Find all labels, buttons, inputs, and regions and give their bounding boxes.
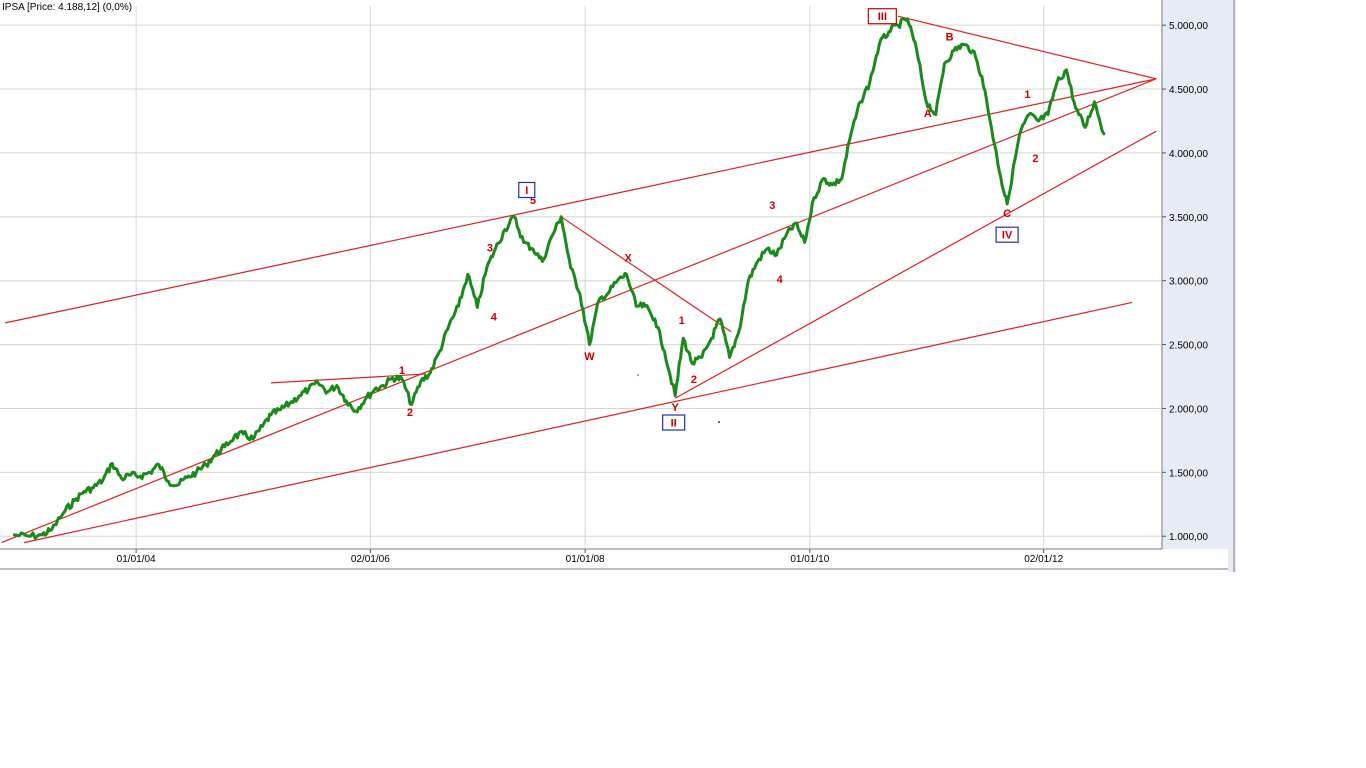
wave-label: 4 bbox=[777, 274, 784, 286]
right-scrollbar-strip bbox=[1228, 0, 1236, 572]
right-panel-background bbox=[1162, 0, 1228, 549]
wave-label: X bbox=[625, 253, 633, 265]
wave-box bbox=[867, 8, 897, 25]
wave-box-label: II bbox=[671, 418, 677, 430]
price-chart: 12345WX12Y345ABC12IIIIIIIV 1.000,001.500… bbox=[0, 0, 1236, 572]
x-tick-label: 01/01/08 bbox=[566, 554, 605, 565]
wave-label: B bbox=[946, 31, 954, 43]
wave-label: A bbox=[924, 108, 932, 120]
trend-lines bbox=[1, 15, 1157, 544]
y-tick-label: 3.500,00 bbox=[1169, 213, 1208, 224]
chart-area: 12345WX12Y345ABC12IIIIIIIV 1.000,001.500… bbox=[0, 0, 1236, 572]
wave-label: W bbox=[584, 351, 595, 363]
x-tick-label: 01/01/04 bbox=[117, 554, 156, 565]
wave-label: 1 bbox=[1024, 89, 1030, 101]
wave-labels: 12345WX12Y345ABC12IIIIIIIV bbox=[399, 8, 1038, 431]
y-tick-label: 1.500,00 bbox=[1169, 468, 1208, 479]
wave-label: 5 bbox=[530, 195, 536, 207]
trend-line bbox=[560, 216, 732, 333]
y-tick-label: 4.500,00 bbox=[1169, 85, 1208, 96]
x-tick-label: 02/01/12 bbox=[1024, 554, 1063, 565]
y-tick-label: 3.000,00 bbox=[1169, 277, 1208, 288]
trend-line bbox=[1, 78, 1157, 544]
x-tick-label: 01/01/10 bbox=[790, 554, 829, 565]
wave-box-label: I bbox=[525, 185, 528, 197]
wave-label: 2 bbox=[691, 374, 697, 386]
trend-line bbox=[897, 15, 1157, 80]
wave-label: 1 bbox=[679, 315, 685, 327]
wave-label: 1 bbox=[399, 365, 405, 377]
wave-label: Y bbox=[672, 402, 680, 414]
x-tick-label: 02/01/06 bbox=[351, 554, 390, 565]
wave-box bbox=[995, 226, 1019, 243]
y-tick-label: 1.000,00 bbox=[1169, 532, 1208, 543]
wave-box-label: III bbox=[878, 11, 887, 23]
axis-ticks: 1.000,00 1.500,00 2.000,00 2.500,00 3.000,00… bbox=[117, 21, 1209, 565]
grid-layer bbox=[0, 6, 1162, 549]
y-tick-label: 2.500,00 bbox=[1169, 341, 1208, 352]
wave-label: 3 bbox=[487, 242, 493, 254]
price-series bbox=[12, 17, 1106, 540]
price-line bbox=[12, 17, 1106, 540]
x-axis-band bbox=[0, 549, 1228, 569]
wave-box bbox=[662, 414, 686, 431]
wave-label: 2 bbox=[1032, 153, 1038, 165]
trend-line bbox=[674, 130, 1157, 399]
wave-label: 4 bbox=[491, 311, 498, 323]
plot-background bbox=[0, 0, 1162, 549]
y-tick-label: 2.000,00 bbox=[1169, 404, 1208, 415]
wave-box-label: IV bbox=[1002, 230, 1013, 242]
y-tick-label: 4.000,00 bbox=[1169, 149, 1208, 160]
chart-header-title: IPSA [Price: 4.188,12] (0,0%) bbox=[2, 2, 133, 13]
wave-box bbox=[518, 181, 536, 199]
trend-line bbox=[23, 301, 1133, 544]
wave-label: C bbox=[1003, 208, 1011, 220]
trend-line bbox=[5, 78, 1157, 324]
stray-dot-red bbox=[637, 374, 639, 376]
wave-label: 2 bbox=[407, 407, 413, 419]
stray-dot-blue bbox=[718, 421, 720, 423]
wave-label: 3 bbox=[769, 200, 775, 212]
y-tick-label: 5.000,00 bbox=[1169, 21, 1208, 32]
